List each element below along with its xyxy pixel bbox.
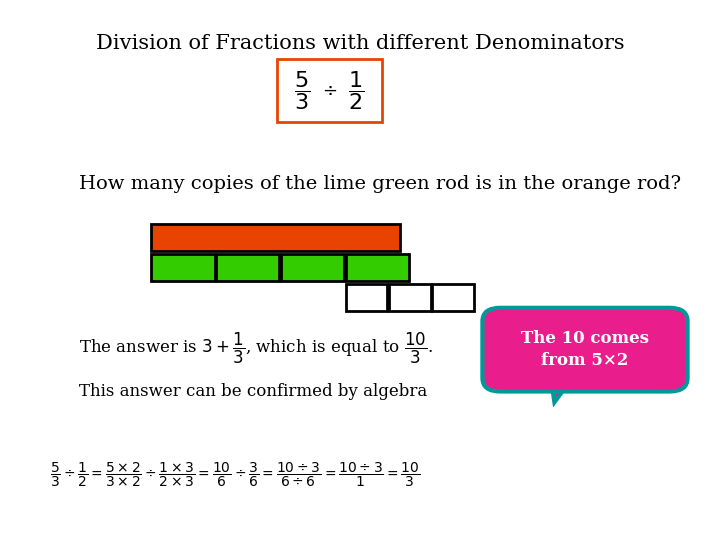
Bar	[346, 284, 387, 310]
Bar	[216, 254, 279, 281]
Text: The 10 comes
from 5×2: The 10 comes from 5×2	[521, 330, 649, 369]
Text: Division of Fractions with different Denominators: Division of Fractions with different Den…	[96, 33, 624, 53]
Text: How many copies of the lime green rod is in the orange rod?: How many copies of the lime green rod is…	[79, 174, 681, 193]
FancyBboxPatch shape	[482, 308, 688, 392]
Bar	[432, 284, 474, 310]
Bar	[389, 284, 431, 310]
Polygon shape	[551, 378, 572, 402]
Bar	[281, 254, 344, 281]
Bar	[346, 254, 409, 281]
FancyBboxPatch shape	[277, 59, 382, 122]
Text: This answer can be confirmed by algebra: This answer can be confirmed by algebra	[79, 383, 428, 400]
Bar	[151, 224, 400, 251]
Text: The answer is $3 + \dfrac{1}{3}$, which is equal to $\dfrac{10}{3}$.: The answer is $3 + \dfrac{1}{3}$, which …	[79, 330, 433, 366]
Text: $\dfrac{5}{3} \div \dfrac{1}{2} = \dfrac{5 \times 2}{3 \times 2} \div \dfrac{1 \: $\dfrac{5}{3} \div \dfrac{1}{2} = \dfrac…	[50, 461, 420, 489]
Text: $\div$: $\div$	[322, 82, 338, 99]
Bar	[151, 254, 215, 281]
Text: $\dfrac{5}{3}$: $\dfrac{5}{3}$	[294, 69, 310, 112]
Text: $\dfrac{1}{2}$: $\dfrac{1}{2}$	[348, 69, 364, 112]
